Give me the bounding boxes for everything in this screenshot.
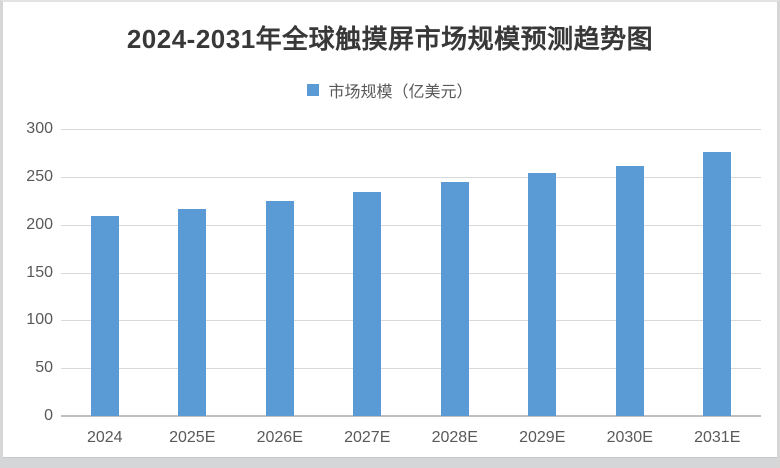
bar-2031E [703, 151, 732, 416]
gridline-y250 [61, 176, 761, 178]
ytick-label-200: 200 [26, 215, 53, 233]
xtick-label-2025E: 2025E [169, 429, 216, 446]
ytick-label-150: 150 [26, 263, 53, 281]
xtick-label-2031E: 2031E [694, 429, 741, 446]
gridline-y100 [61, 320, 761, 322]
chart-title: 2024-2031年全球触摸屏市场规模预测趋势图 [126, 24, 654, 54]
xtick-label-2027E: 2027E [344, 429, 391, 446]
bar-2024 [90, 216, 119, 416]
legend-square-icon [307, 84, 320, 96]
chart-legend: 市场规模（亿美元） [3, 78, 777, 102]
xtick-label-2024: 2024 [86, 429, 123, 446]
bar-2029E [528, 173, 557, 416]
ytick-label-250: 250 [26, 167, 53, 185]
xtick-label-2028E: 2028E [431, 429, 478, 446]
bar-2027E [353, 192, 382, 416]
xtick-label-2026E: 2026E [256, 429, 303, 446]
ytick-label-100: 100 [26, 311, 53, 329]
ytick-label-0: 0 [44, 407, 53, 424]
x-axis-line [61, 415, 761, 417]
ytick-label-300: 300 [26, 120, 53, 137]
xtick-label-2030E: 2030E [606, 429, 653, 446]
gridline-y50 [61, 368, 761, 370]
plot-area: 0 50 100 150 200 250 300 2024 2025E 2026E 2027E 202… [26, 120, 761, 446]
xtick-label-2029E: 2029E [519, 429, 566, 446]
bar-2030E [615, 166, 644, 416]
gridline-y200 [61, 224, 761, 226]
gridline-y150 [61, 272, 761, 274]
bar-2028E [440, 181, 469, 416]
bar-2025E [178, 209, 207, 416]
ytick-label-50: 50 [35, 359, 53, 377]
bottom-strip [3, 457, 777, 468]
legend-label: 市场规模（亿美元） [328, 84, 473, 101]
bar-2026E [265, 200, 294, 416]
gridline-y300 [61, 129, 761, 130]
